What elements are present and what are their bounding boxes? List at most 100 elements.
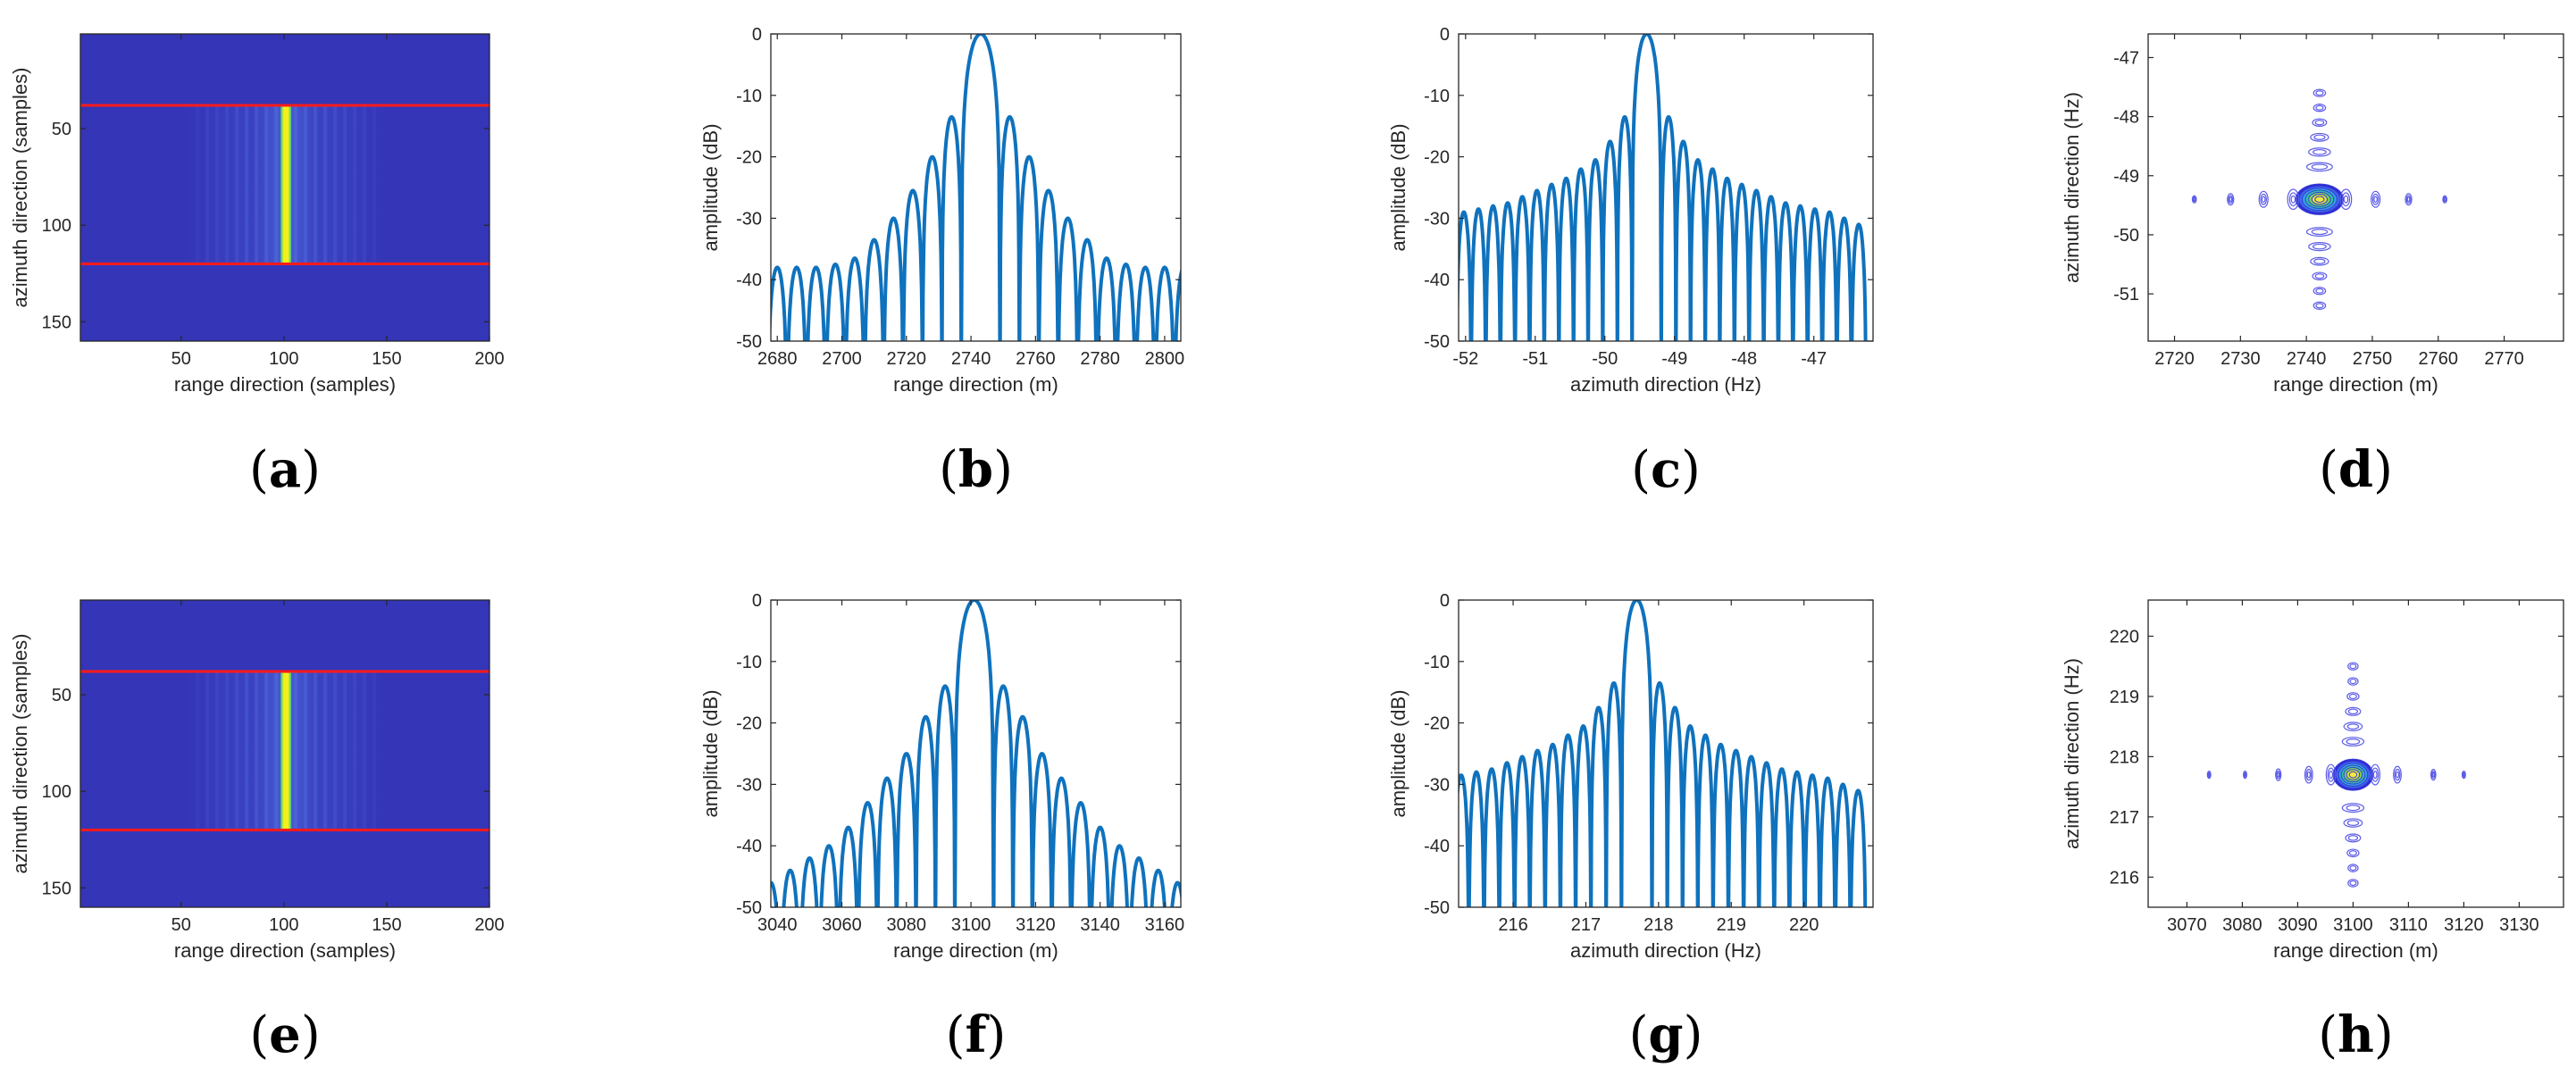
x-tick-label: -48 <box>1731 349 1757 369</box>
y-tick-label: 150 <box>42 313 71 332</box>
caption-paren-close: ) <box>1684 1006 1703 1064</box>
caption-paren-close: ) <box>2373 441 2393 499</box>
range-sidelobe-contour <box>2430 771 2436 780</box>
range-sidelobe-contour <box>2243 770 2247 780</box>
y-tick-label: 0 <box>752 591 762 611</box>
panel-caption: (d) <box>2319 440 2393 499</box>
range-sidelobe-contour <box>2371 190 2381 208</box>
sidelobe-stripe <box>372 671 377 830</box>
azimuth-sidelobe-contour <box>2349 663 2357 670</box>
y-tick-label: 0 <box>1440 25 1450 45</box>
panel-d: 2720 2730 2740 2750 2760 2770 -47 -48 -49 -50 -51 r… <box>2061 33 2564 499</box>
sidelobe-stripe <box>274 671 279 830</box>
azimuth-sidelobe-contour <box>2315 90 2324 96</box>
x-tick-label: -49 <box>1661 349 1687 369</box>
range-sidelobe-contour <box>2405 193 2413 206</box>
azimuth-sidelobe-contour <box>2308 147 2331 157</box>
caption-paren-close: ) <box>993 441 1013 499</box>
y-axis-label: azimuth direction (Hz) <box>2061 92 2083 283</box>
azimuth-sidelobe-contour <box>2310 256 2329 266</box>
caption-paren-open: ( <box>939 441 958 499</box>
sidelobe-stripe <box>264 105 269 264</box>
azimuth-sidelobe-contour <box>2312 118 2328 127</box>
y-axis-label: azimuth direction (Hz) <box>2061 658 2083 849</box>
range-sidelobe-contour <box>2206 770 2212 780</box>
y-tick-label: -50 <box>736 898 762 918</box>
series-line <box>1459 600 1868 907</box>
x-axis-label: azimuth direction (Hz) <box>1570 939 1761 962</box>
azimuth-sidelobe-contour <box>2346 805 2361 812</box>
azimuth-sidelobe-contour <box>2305 227 2333 237</box>
y-tick-label: -48 <box>2113 108 2139 128</box>
x-axis-label: azimuth direction (Hz) <box>1570 373 1761 396</box>
y-tick-label: 216 <box>2110 868 2139 888</box>
x-tick-label: 3100 <box>2333 915 2373 935</box>
azimuth-sidelobe-contour <box>2345 706 2362 716</box>
x-tick-label: 200 <box>474 915 504 935</box>
azimuth-sidelobe-contour <box>2347 677 2359 686</box>
sidelobe-stripe <box>215 671 220 830</box>
azimuth-sidelobe-contour <box>2314 273 2325 279</box>
range-sidelobe-contour <box>2277 772 2280 778</box>
range-sidelobe-contour <box>2343 195 2349 204</box>
azimuth-sidelobe-contour <box>2346 692 2360 701</box>
range-sidelobe-contour <box>2306 771 2311 779</box>
caption-letter: c <box>1651 440 1681 499</box>
range-sidelobe-contour <box>2229 196 2233 203</box>
y-axis-label: amplitude (dB) <box>699 123 722 251</box>
azimuth-sidelobe-contour <box>2313 104 2327 113</box>
x-tick-label: 3120 <box>1016 915 1056 935</box>
azimuth-sidelobe-contour <box>2315 288 2324 294</box>
azimuth-sidelobe-contour <box>2314 120 2325 126</box>
azimuth-sidelobe-contour <box>2310 132 2329 142</box>
caption-paren-close: ) <box>301 441 321 499</box>
range-sidelobe-contour <box>2227 193 2235 206</box>
x-tick-label: 3100 <box>951 915 991 935</box>
panel-c: -52 -51 -50 -49 -48 -47 0 -10 -20 -30 -40 -50 azimut… <box>1387 25 1874 499</box>
y-axis-label: azimuth direction (samples) <box>9 68 31 308</box>
caption-letter: d <box>2338 440 2373 499</box>
plot-area-c <box>1459 34 1868 341</box>
azimuth-sidelobe-contour <box>2305 162 2333 172</box>
sidelobe-stripe <box>255 671 259 830</box>
plot-area-d <box>2191 88 2447 310</box>
azimuth-sidelobe-contour <box>2346 723 2360 730</box>
range-sidelobe-contour <box>2228 195 2234 204</box>
range-sidelobe-contour <box>2442 195 2447 204</box>
y-tick-label: -50 <box>1424 332 1450 352</box>
azimuth-sidelobe-contour <box>2346 848 2360 858</box>
x-tick-label: 2720 <box>887 349 927 369</box>
x-tick-label: -52 <box>1452 349 1478 369</box>
sidelobe-stripe <box>294 671 298 830</box>
y-tick-label: -30 <box>1424 775 1450 795</box>
panel-g: 216 217 218 219 220 0 -10 -20 -30 -40 -50 azimuth d… <box>1387 591 1874 1064</box>
x-tick-label: 3080 <box>2222 915 2262 935</box>
main-lobe-contour <box>2348 771 2358 779</box>
x-axis-label: range direction (m) <box>893 939 1058 962</box>
x-tick-label: 220 <box>1789 915 1819 935</box>
y-tick-label: 50 <box>52 120 71 139</box>
azimuth-sidelobe-contour <box>2341 737 2365 747</box>
range-sidelobe-contour <box>2260 193 2267 205</box>
azimuth-sidelobe-contour <box>2349 678 2357 685</box>
azimuth-sidelobe-contour <box>2313 134 2326 140</box>
azimuth-sidelobe-contour <box>2308 242 2331 252</box>
range-sidelobe-contour <box>2261 196 2266 203</box>
caption-letter: a <box>269 440 301 499</box>
sidelobe-stripe <box>215 105 220 264</box>
range-sidelobe-contour <box>2461 770 2466 780</box>
series-line <box>1459 34 1868 341</box>
azimuth-sidelobe-contour <box>2313 258 2326 264</box>
range-sidelobe-contour <box>2304 765 2313 784</box>
x-tick-label: 3040 <box>757 915 798 935</box>
caption-paren-open: ( <box>249 441 269 499</box>
x-tick-label: 2680 <box>757 349 798 369</box>
panel-caption: (h) <box>2318 1005 2393 1064</box>
x-tick-label: 2730 <box>2221 349 2261 369</box>
x-tick-label: 2750 <box>2353 349 2393 369</box>
range-sidelobe-contour <box>2290 195 2296 204</box>
range-sidelobe-contour <box>2244 772 2246 777</box>
azimuth-sidelobe-contour <box>2349 865 2357 872</box>
range-sidelobe-contour <box>2443 196 2447 203</box>
